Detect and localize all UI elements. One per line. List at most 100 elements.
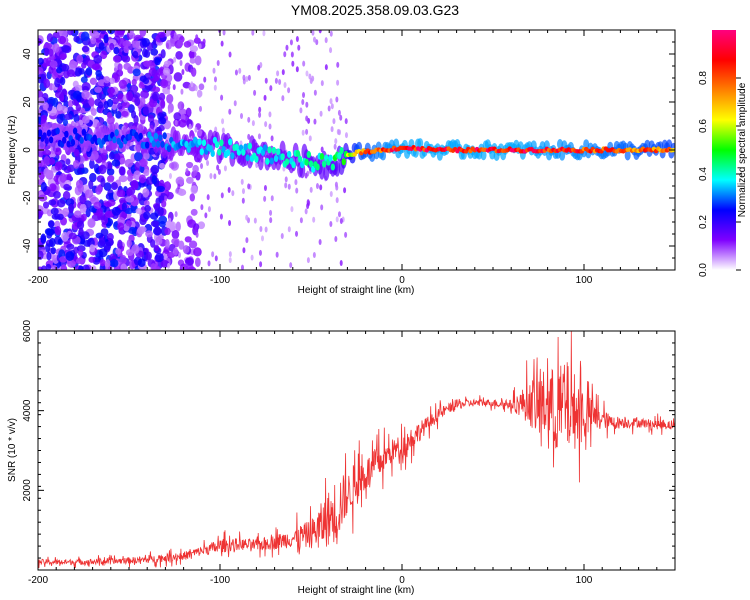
heatmap-noise-cell [106,175,115,183]
heatmap-noise-cell [161,200,167,208]
ridge-cell [44,137,49,145]
heatmap-noise-cell [269,85,273,92]
ridge-cell [208,145,213,153]
ridge-cell [339,147,344,155]
heatmap-noise-cell [49,60,58,68]
heatmap-noise-cell [91,63,101,70]
heatmap-noise-cell [75,257,85,265]
heatmap-noise-cell [188,123,192,130]
heatmap-noise-cell [214,255,218,262]
heatmap-noise-cell [295,230,299,237]
heatmap-noise-cell [333,143,337,150]
heatmap-noise-cell [262,30,266,37]
heatmap-noise-cell [312,252,316,259]
heatmap-noise-cell [311,75,315,82]
heatmap-noise-cell [289,262,293,269]
heatmap-noise-cell [233,100,237,107]
heatmap-noise-cell [339,260,343,267]
heatmap-noise-cell [174,119,178,126]
colorbar: 0.0 0.2 0.4 0.6 0.8 Normalized spectral ampl… [698,30,748,277]
ridge-cell [160,140,165,148]
heatmap-noise-cell [123,45,130,54]
ridge-cell [186,145,191,153]
ridge-cell [247,142,253,150]
heatmap-noise-cell [170,37,174,44]
heatmap-noise-cell [89,159,95,170]
heatmap-noise-cell [38,96,45,106]
heatmap-noise-cell [315,182,319,189]
heatmap-noise-cell [81,45,90,53]
heatmap-noise-cell [38,66,44,75]
heatmap-noise-cell [319,184,323,191]
heatmap-noise-cell [166,181,170,188]
heatmap-noise-cell [213,173,217,180]
heatmap-noise-cell [129,84,139,93]
heatmap-noise-cell [145,251,152,261]
heatmap-noise-cell [141,37,151,48]
heatmap-noise-cell [111,97,119,105]
heatmap-noise-cell [251,30,255,36]
heatmap-noise-cell [228,257,232,264]
ridge-cell [227,138,233,146]
heatmap-noise-cell [216,59,220,66]
heatmap-noise-cell [327,105,331,112]
heatmap-noise-cell [171,237,180,245]
heatmap-noise-cell [211,251,215,258]
heatmap-noise-cell [61,264,67,270]
heatmap-noise-cell [106,98,114,108]
heatmap-noise-cell [185,176,194,184]
heatmap-noise-cell [253,89,257,96]
colorbar-tick-label: 0.0 [698,263,709,277]
ridge-cell-outer [480,150,487,161]
heatmap-noise-cell [172,84,176,91]
heatmap-noise-cell [89,77,97,85]
heatmap-noise-cell [67,99,74,108]
ridge-cell [245,154,250,162]
ridge-cell [199,148,204,156]
ridge-cell [262,144,268,152]
heatmap-noise-cell [43,167,50,177]
heatmap-noise-cell [204,212,208,219]
heatmap-noise-cell [68,232,77,240]
heatmap-noise-cell [88,256,96,263]
heatmap-noise-cell [57,238,64,245]
heatmap-noise-cell [257,133,261,140]
heatmap-noise-cell [284,182,288,189]
heatmap-noise-cell [78,265,84,270]
heatmap-noise-cell [51,69,58,80]
ridge-cell-outer [356,141,363,152]
ridge-cell [276,148,281,156]
ridge-cell [66,140,71,148]
heatmap-noise-cell [220,94,224,101]
heatmap-noise-cell [126,239,132,248]
heatmap-noise-cell [305,115,309,122]
heatmap-noise-cell [167,108,171,115]
ridge-cell-outer [559,150,566,161]
heatmap-noise-cell [102,85,111,96]
heatmap-noise-cell [270,135,274,142]
heatmap-noise-cell [81,62,87,69]
heatmap-noise-cell [129,259,136,270]
heatmap-noise-cell [111,206,121,216]
heatmap-noise-cell [48,48,54,57]
heatmap-noise-cell [305,101,309,108]
x-tick-label: -200 [28,275,48,286]
heatmap-noise-cell [108,77,116,85]
heatmap-noise-cell [76,54,84,64]
ridge-cell [114,129,119,137]
heatmap-noise-cell [198,105,202,112]
heatmap-noise-cell [207,260,211,267]
heatmap-noise-cell [56,67,63,74]
heatmap-noise-cell [110,258,119,268]
heatmap-noise-cell [107,38,117,46]
ridge-cell [254,155,259,163]
heatmap-noise-cell [184,236,192,243]
heatmap-noise-cell [172,247,179,256]
heatmap-noise-cell [97,101,104,109]
heatmap-noise-cell [95,186,102,195]
heatmap-noise-cell [175,176,185,186]
heatmap-noise-cell [81,167,89,174]
ridge-cell [221,145,226,153]
heatmap-noise-cell [337,109,341,116]
